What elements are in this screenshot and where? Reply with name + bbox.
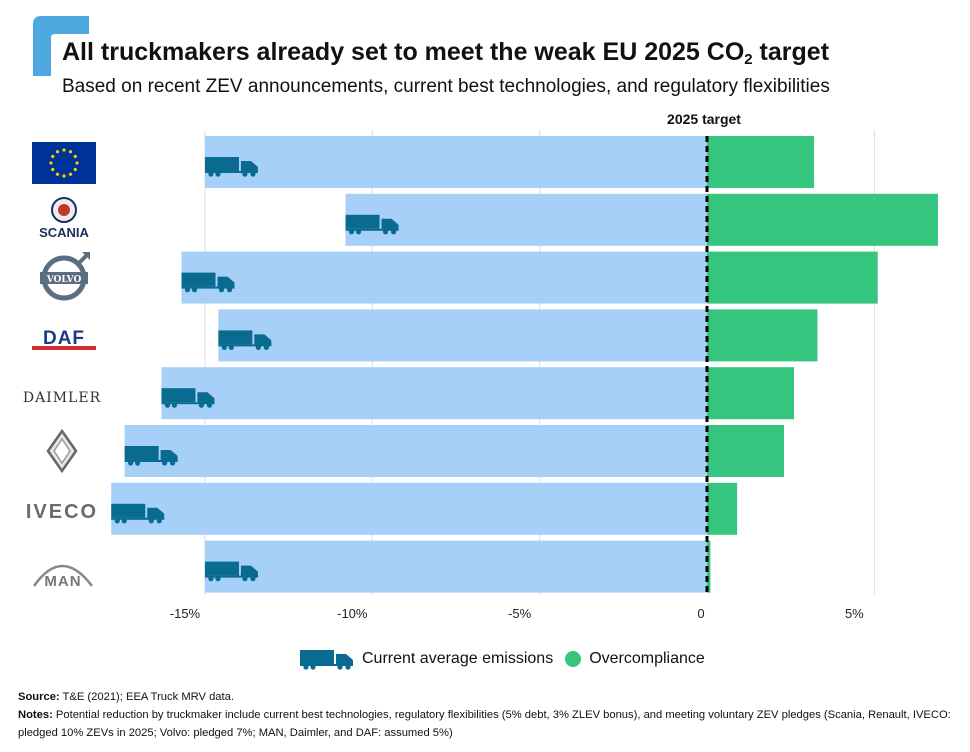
overcompliance-bar (707, 251, 878, 304)
truck-marker (181, 272, 235, 293)
emissions-bar (204, 136, 707, 188)
truck-marker (124, 446, 178, 466)
logo-scania-text: SCANIA (39, 225, 89, 240)
emissions-bar (124, 425, 707, 477)
overcompliance-bar (707, 193, 938, 246)
truck-icon (300, 650, 353, 670)
eu-star (73, 167, 77, 172)
emissions-bar (161, 367, 708, 420)
truck-marker (161, 388, 215, 408)
overcompliance-bar (707, 367, 795, 420)
eu-star (68, 150, 73, 154)
eu-star (49, 161, 53, 165)
eu-star (55, 172, 60, 176)
logo-iveco: IVECO (26, 501, 98, 523)
emissions-bar (111, 482, 707, 535)
overcompliance-bar (707, 309, 818, 362)
x-tick-label: -15% (170, 606, 201, 621)
eu-star (62, 174, 66, 178)
truck-marker (111, 503, 165, 524)
logo-daimler: DAIMLER (23, 390, 101, 406)
x-tick-label: 5% (845, 606, 864, 621)
eu-star (55, 150, 60, 154)
overcompliance-bar (707, 425, 784, 477)
source-line: Source: T&E (2021); EEA Truck MRV data. (18, 691, 234, 703)
x-axis-ticks: -15% -10% -5% 0 5% (170, 606, 864, 621)
eu-star (62, 148, 66, 152)
eu-star (75, 161, 79, 165)
notes-line: Notes: Potential reduction by truckmaker… (18, 709, 951, 739)
corner-accent (33, 16, 89, 76)
eu-star (51, 167, 55, 172)
truck-markers (111, 157, 399, 582)
chart-subtitle: Based on recent ZEV announcements, curre… (62, 76, 830, 97)
emissions-bar (204, 540, 707, 593)
emissions-bar (181, 251, 707, 304)
truck-marker (218, 330, 272, 350)
overcompliance-bar (707, 540, 711, 593)
eu-star (51, 154, 55, 159)
overcompliance-bar (707, 482, 738, 535)
footer-notes: Source: T&E (2021); EEA Truck MRV data. … (18, 688, 966, 742)
legend-dot-overcompliance (565, 651, 582, 667)
truck-marker (204, 157, 258, 177)
logo-daf: DAF (32, 328, 96, 350)
logo-renault (46, 428, 78, 474)
chart-legend: Current average emissions Overcompliance (300, 648, 705, 670)
chart-title: All truckmakers already set to meet the … (62, 38, 830, 68)
logo-volvo-text: VOLVO (46, 275, 82, 285)
logo-daf-text: DAF (43, 328, 85, 349)
eu-star (68, 172, 73, 176)
truck-marker (204, 561, 258, 582)
bars (111, 136, 938, 593)
x-tick-label: -10% (337, 606, 368, 621)
target-label: 2025 target (667, 111, 741, 127)
logo-eu-flag (32, 142, 96, 184)
logo-man: MAN (32, 564, 93, 590)
logo-scania: SCANIA (39, 197, 90, 240)
x-tick-label: 0 (697, 606, 704, 621)
target-line-group: 2025 target (667, 111, 741, 595)
logo-volvo: VOLVO (40, 252, 90, 301)
eu-stars (49, 148, 79, 178)
x-tick-label: -5% (508, 606, 532, 621)
legend-label-overcompliance: Overcompliance (589, 650, 705, 667)
emissions-bar (345, 193, 707, 246)
truck-marker (345, 214, 399, 235)
logo-man-text: MAN (44, 573, 81, 590)
emissions-bar (218, 309, 707, 362)
overcompliance-bar (707, 136, 815, 188)
legend-label-emissions: Current average emissions (362, 650, 554, 667)
eu-star (73, 154, 77, 159)
bar-chart: 2025 target -15% -10% -5% 0 5% SCANIA VOLVO … (23, 111, 938, 621)
